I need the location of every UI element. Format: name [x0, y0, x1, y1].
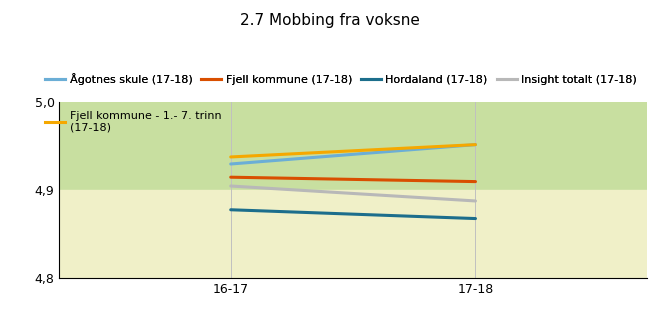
Bar [59, 190, 647, 278]
Text: 2.7 Mobbing fra voksne: 2.7 Mobbing fra voksne [240, 13, 420, 28]
Legend: Fjell kommune - 1.- 7. trinn
(17-18): Fjell kommune - 1.- 7. trinn (17-18) [45, 111, 221, 133]
Legend: Ågotnes skule (17-18), Fjell kommune (17-18), Hordaland (17-18), Insight totalt : Ågotnes skule (17-18), Fjell kommune (17… [45, 73, 637, 85]
Bar [59, 102, 647, 190]
